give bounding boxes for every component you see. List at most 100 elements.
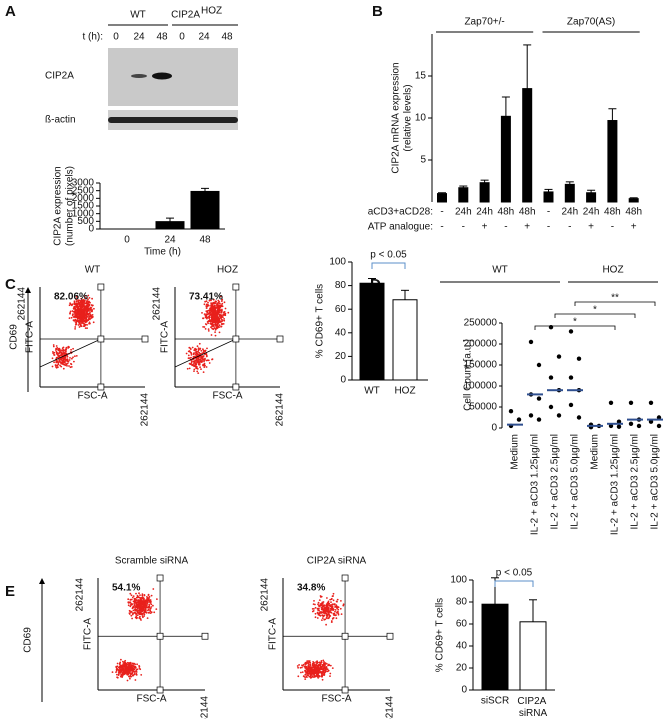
flow-event	[123, 661, 126, 664]
gate-handle	[276, 335, 284, 343]
gate-handle	[386, 632, 394, 640]
flow-event	[207, 309, 210, 312]
flow-event	[139, 609, 141, 612]
flow-event	[301, 671, 304, 673]
significance-bracket	[534, 325, 616, 330]
flow-event	[132, 605, 135, 608]
blot-group-label: WT	[130, 10, 146, 21]
flow-event	[224, 314, 227, 317]
flow-event	[203, 363, 206, 366]
flow-event	[211, 310, 214, 313]
flow-event	[59, 364, 61, 367]
blot-row-label: CIP2A	[45, 71, 74, 82]
flow-event	[336, 600, 338, 603]
flow-event	[321, 675, 323, 678]
flow-event	[304, 678, 307, 680]
flow-event	[64, 349, 67, 351]
flow-event	[122, 669, 124, 672]
y-tick-label: 40	[335, 327, 347, 338]
flow-event	[200, 349, 203, 352]
flow-event	[210, 309, 213, 312]
flow-event	[71, 357, 73, 360]
flow-event	[205, 296, 208, 298]
flow-event	[214, 314, 216, 317]
flow-event	[71, 303, 74, 306]
flow-event	[111, 671, 114, 673]
x-tick-label: IL-2 + aCD3 1.25µg/ml	[530, 434, 541, 535]
y-tick-label: 0	[340, 375, 346, 386]
flow-event	[194, 355, 197, 358]
flow-event	[131, 674, 134, 677]
flow-event	[325, 666, 328, 668]
data-point	[536, 362, 542, 368]
flow-event	[79, 305, 82, 308]
flow-event	[206, 311, 209, 314]
flow-event	[194, 348, 197, 350]
flow-event	[227, 311, 230, 314]
flow-event	[80, 315, 83, 318]
flow-event	[89, 314, 92, 316]
flow-event	[334, 609, 337, 611]
flow-event	[304, 670, 307, 673]
flow-event	[214, 323, 217, 325]
flow-marker-label: CD69	[9, 324, 20, 350]
flow-event	[188, 367, 191, 370]
flow-event	[311, 608, 314, 610]
flow-event	[134, 679, 137, 681]
flow-event	[220, 310, 223, 312]
flow-event	[301, 664, 303, 667]
x-tick-label: WT	[364, 386, 380, 397]
flow-event	[318, 664, 321, 666]
flow-event	[67, 347, 69, 349]
flow-event	[78, 326, 81, 328]
flow-event	[131, 613, 134, 616]
flow-event	[75, 300, 78, 303]
flow-event	[333, 612, 336, 615]
flow-event	[333, 603, 336, 606]
flow-event	[142, 598, 145, 600]
flow-event	[200, 355, 203, 358]
flow-event	[319, 614, 322, 617]
flow-event	[320, 660, 323, 662]
flow-event	[86, 319, 89, 322]
condition-value: +	[524, 222, 530, 233]
flow-event	[224, 312, 227, 315]
flow-event	[329, 664, 332, 667]
flow-event	[196, 360, 199, 363]
flow-event	[319, 661, 321, 664]
gate-handle	[156, 632, 164, 640]
flow-event	[204, 316, 207, 319]
lane-label: 48	[156, 32, 168, 43]
flow-event	[78, 316, 80, 318]
flow-event	[79, 310, 81, 313]
x-tick-label: CIP2A siRNA	[517, 696, 548, 719]
flow-event	[58, 352, 60, 355]
condition-value: 24h	[561, 207, 578, 218]
panel-label: E	[5, 583, 15, 600]
flow-event	[124, 663, 127, 665]
flow-events	[296, 592, 345, 681]
flow-event	[322, 609, 325, 612]
flow-event	[322, 674, 325, 676]
condition-value: 24h	[455, 207, 472, 218]
flow-event	[127, 665, 130, 667]
flow-event	[60, 352, 63, 355]
y-tick-label: 20	[335, 351, 347, 362]
flow-title: WT	[85, 265, 101, 276]
flow-event	[329, 615, 332, 617]
flow-event	[138, 592, 140, 595]
flow-event	[216, 325, 219, 327]
condition-value: 48h	[519, 207, 536, 218]
flow-event	[146, 598, 148, 600]
gate-handle	[156, 574, 164, 582]
flow-event	[131, 671, 134, 674]
flow-event	[201, 359, 204, 361]
flow-event	[315, 664, 318, 667]
flow-event	[131, 612, 134, 614]
flow-event	[146, 617, 149, 619]
flow-event	[325, 610, 328, 613]
group-label: WT	[492, 265, 508, 276]
flow-event	[321, 608, 324, 611]
flow-event	[73, 302, 76, 305]
